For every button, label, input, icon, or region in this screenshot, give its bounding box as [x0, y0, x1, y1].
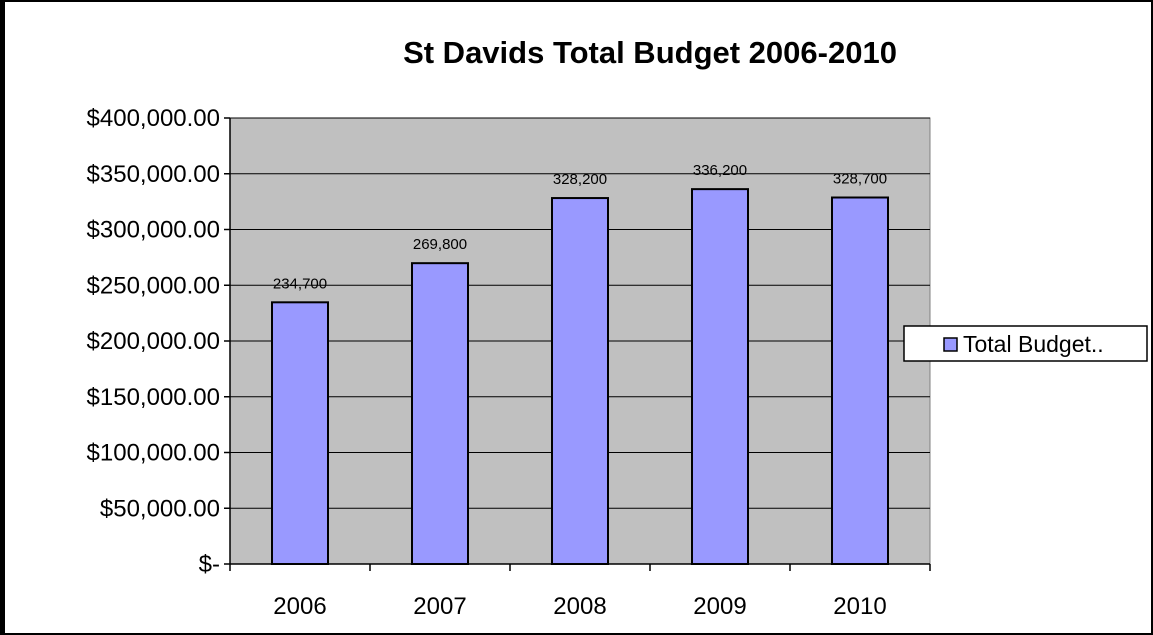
data-label: 328,700: [833, 170, 887, 187]
bar-2009: [691, 188, 749, 565]
x-tick-label: 2007: [413, 593, 466, 620]
y-tick-label: $300,000.00: [87, 217, 220, 244]
x-tick-label: 2006: [273, 593, 326, 620]
bar-2008: [551, 197, 609, 565]
y-tick-label: $250,000.00: [87, 272, 220, 299]
y-tick-label: $350,000.00: [87, 161, 220, 188]
bar-2007: [411, 262, 469, 565]
data-label: 336,200: [693, 162, 747, 179]
bars: [271, 188, 889, 565]
legend-label: Total Budget..: [963, 331, 1104, 357]
x-tick-label: 2010: [833, 593, 886, 620]
legend-swatch: [943, 337, 958, 352]
labels: $- $50,000.00 $100,000.00 $150,000.00 $200,0…: [87, 105, 888, 620]
x-tick-label: 2009: [693, 593, 746, 620]
legend-box: [903, 325, 1148, 362]
legend: Total Budget..: [903, 325, 1148, 362]
bar-2006: [271, 301, 329, 565]
axes: [224, 117, 931, 571]
chart-title: St Davids Total Budget 2006-2010: [403, 35, 897, 70]
data-label: 328,200: [553, 171, 607, 188]
x-tick-label: 2008: [553, 593, 606, 620]
y-tick-label: $100,000.00: [87, 440, 220, 467]
data-label: 234,700: [273, 275, 327, 292]
y-tick-label: $50,000.00: [100, 495, 220, 522]
y-tick-label: $200,000.00: [87, 328, 220, 355]
bar-2010: [831, 196, 889, 565]
y-tick-label: $-: [199, 551, 220, 578]
data-label: 269,800: [413, 236, 467, 253]
y-tick-label: $150,000.00: [87, 384, 220, 411]
y-tick-label: $400,000.00: [87, 105, 220, 132]
